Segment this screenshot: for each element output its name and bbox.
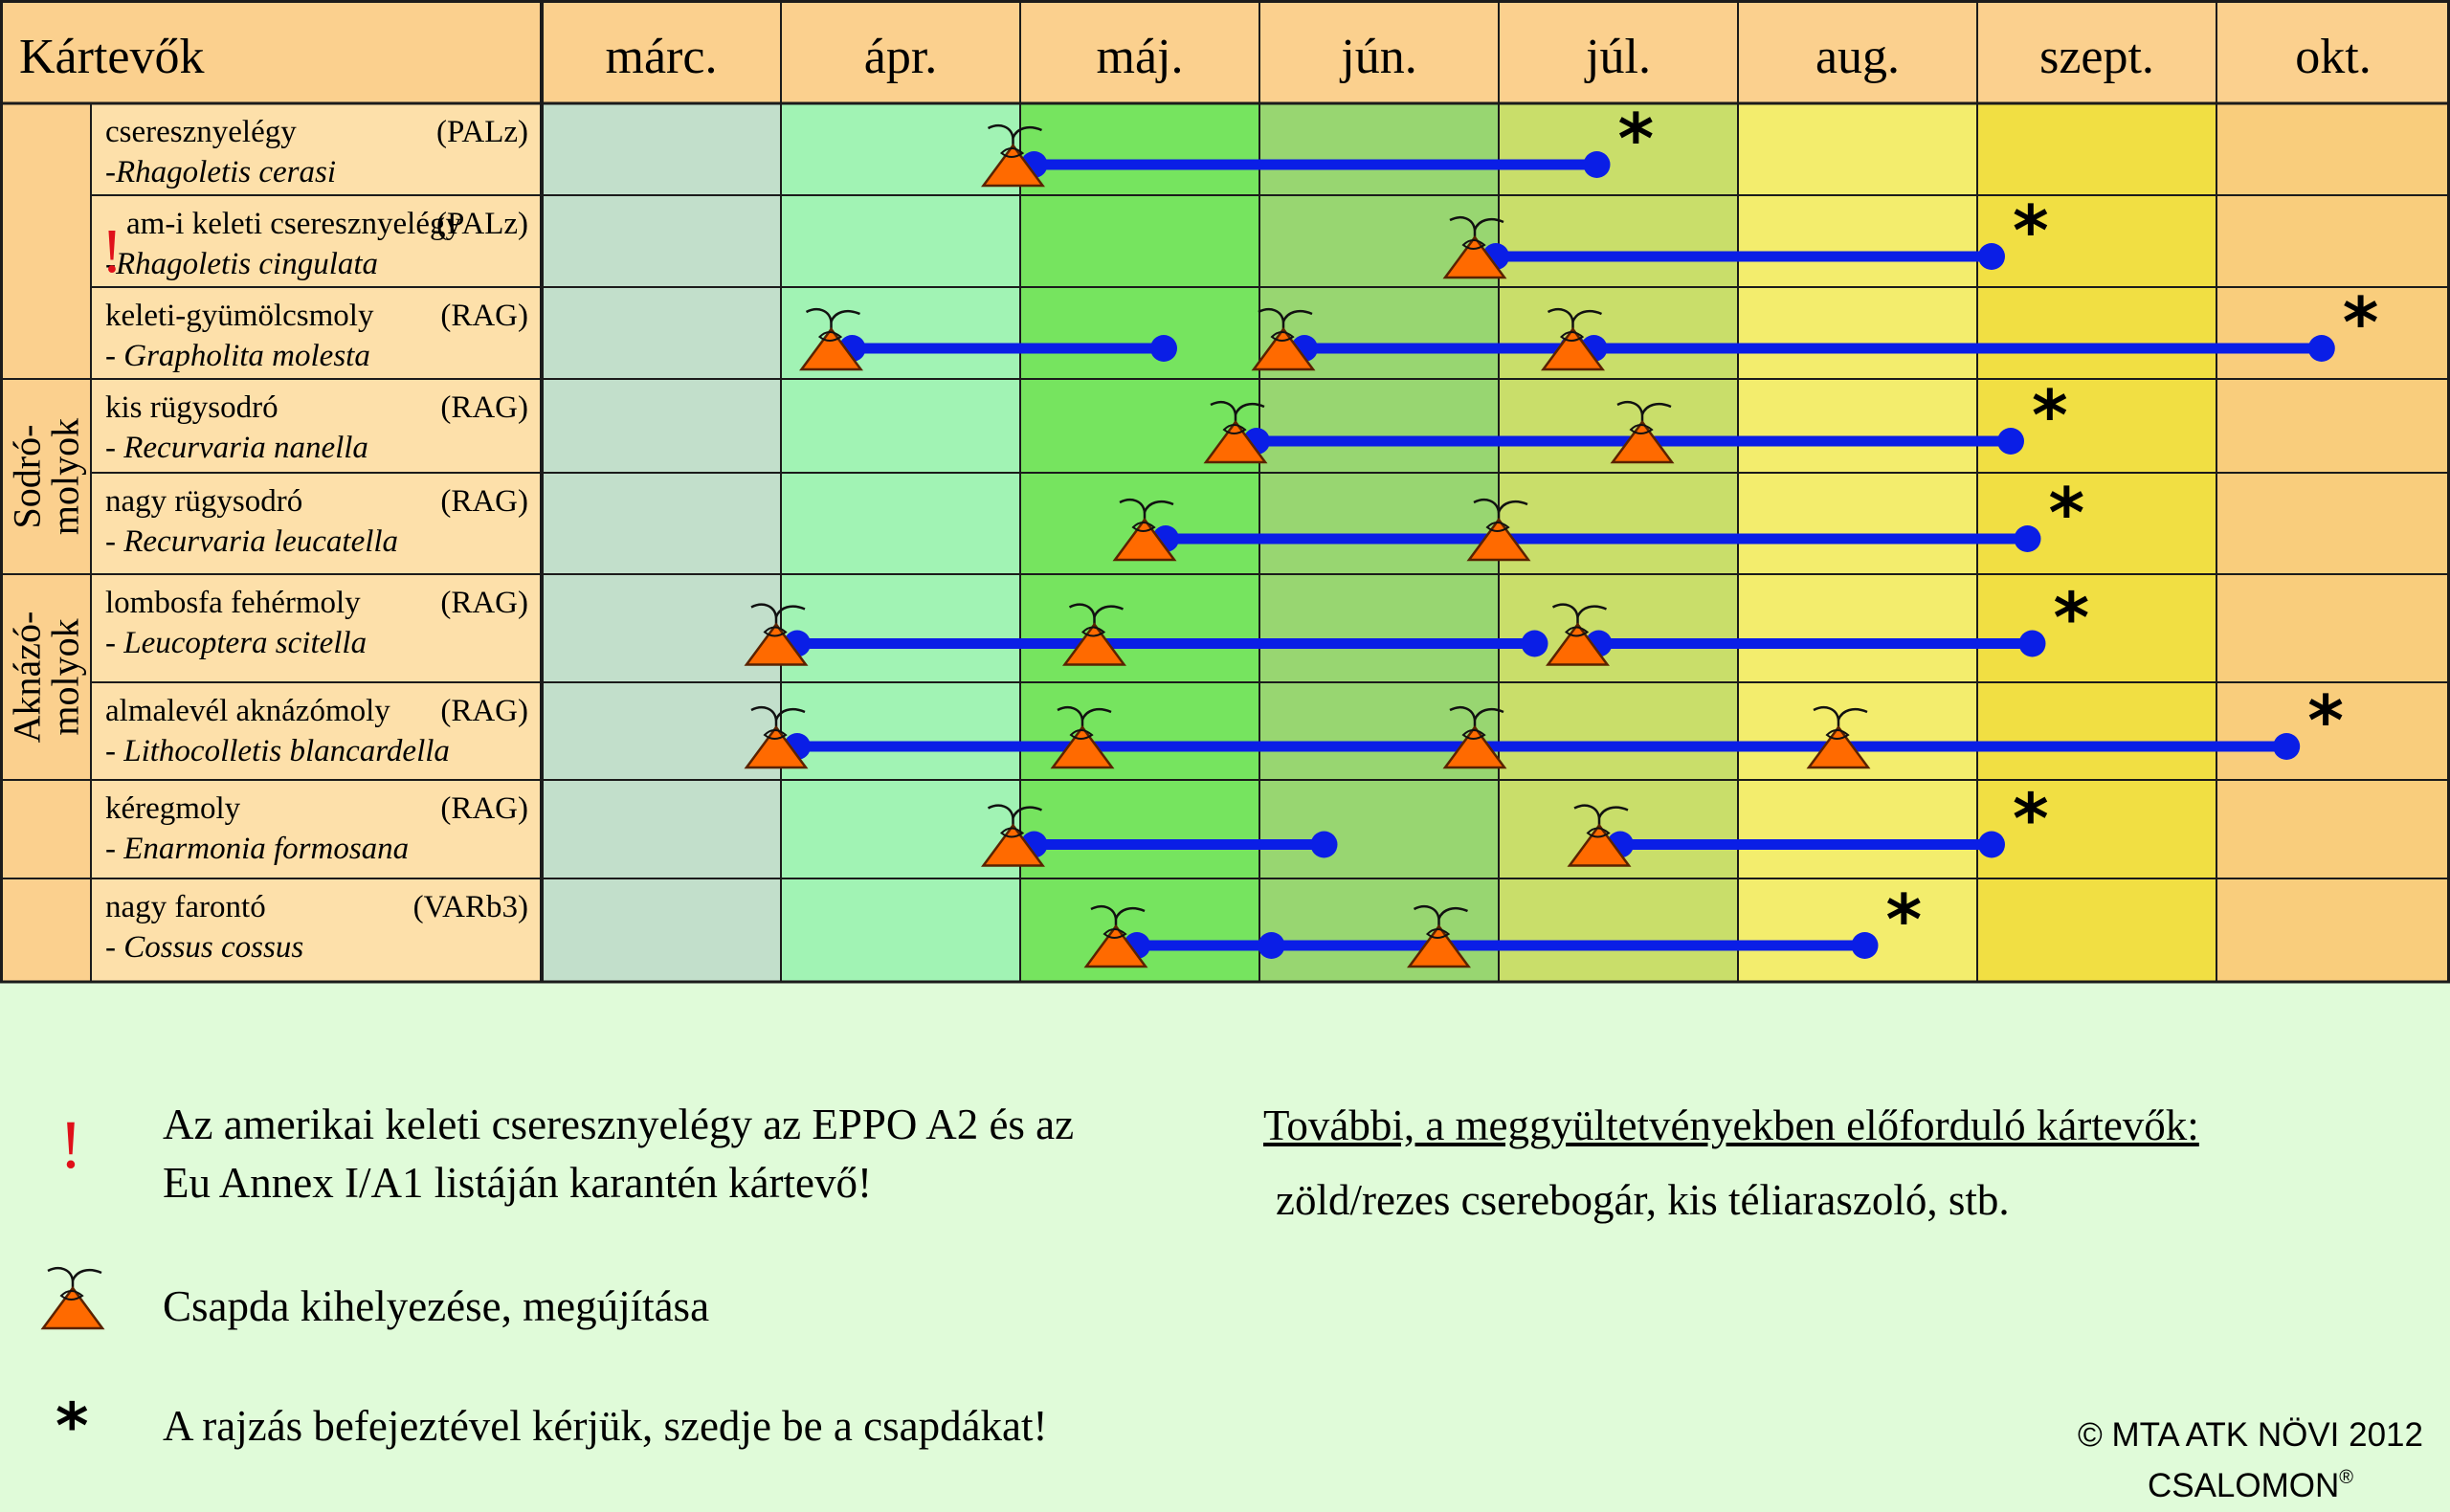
pest-name: nagy rügysodró [105,484,302,519]
segment-end-dot [2307,335,2335,362]
month-column-bg [781,103,1020,982]
pest-latin: - Recurvaria nanella [105,431,368,465]
month-label: aug. [1815,30,1900,84]
month-label: ápr. [864,30,938,84]
pest-latin: - Lithocolletis blancardella [105,734,450,768]
pest-latin: - Grapholita molesta [105,339,370,373]
segment-end-dot [1978,831,2005,858]
flight-period-chart: Kártevők márc. ápr. máj. jún. júl. aug. szept. o… [0,0,2450,984]
pest-name: cseresznyelégy [105,115,297,149]
group-label: Aknázó-molyok [6,611,87,744]
pest-latin: - Recurvaria leucatella [105,524,398,559]
pest-name: am-i keleti cseresznyelégy [126,207,461,241]
registered-mark: ® [2339,1467,2354,1488]
other-pests-text: zöld/rezes cserebogár, kis téliaraszoló,… [1276,1176,2010,1224]
copyright-line1: © MTA ATK NÖVI 2012 [2077,1416,2423,1454]
pest-code: (VARb3) [413,890,528,924]
month-label: márc. [606,30,718,84]
segment-end-dot [1310,831,1338,858]
pest-name: lombosfa fehérmoly [105,586,361,620]
segment-end-dot [1521,630,1548,657]
month-label: okt. [2295,30,2371,84]
group-label-line: Sodró- [6,425,49,529]
month-label: máj. [1097,30,1184,84]
month-label: szept. [2039,30,2154,84]
collect-traps-star: * [2307,680,2344,761]
copyright-line2: CSALOMON® [2078,1456,2423,1507]
month-label: júl. [1584,30,1651,84]
pest-code: (PALz) [436,207,528,241]
collect-traps-star: * [2049,473,2085,553]
brand-name: CSALOMON [2147,1467,2340,1504]
end-symbol: * [56,1390,89,1463]
collect-traps-star: * [2013,779,2049,859]
month-column-bg [542,103,781,982]
segment-end-dot [2014,525,2041,552]
month-label: jún. [1339,30,1416,84]
pest-name: almalevél aknázómoly [105,694,390,728]
month-column-bg [2216,103,2450,982]
pest-latin: -Rhagoletis cerasi [105,155,336,189]
collect-traps-star: * [2032,375,2068,456]
pest-code: (RAG) [440,694,528,728]
collect-traps-star: * [1618,99,1655,179]
pest-code: (RAG) [440,390,528,425]
quarantine-mark: ! [101,216,122,286]
other-pests-title: További, a meggyültetvényekben előfordul… [1263,1101,2199,1149]
trap-legend-icon [41,1266,104,1330]
pest-code: (RAG) [440,484,528,519]
pest-latin: -Rhagoletis cingulata [105,247,378,281]
pest-latin: - Enarmonia formosana [105,832,409,866]
quarantine-note-line1: Az amerikai keleti cseresznyelégy az EPP… [163,1101,1075,1148]
pest-name: kis rügysodró [105,390,278,425]
collect-traps-star: * [2054,578,2090,658]
group-label-line: molyok [44,618,87,735]
quarantine-symbol: ! [59,1106,82,1183]
quarantine-note: Az amerikai keleti cseresznyelégy az EPP… [163,1096,1074,1212]
pest-code: (RAG) [440,791,528,826]
pest-latin: - Leucoptera scitella [105,626,367,660]
legend: ! Az amerikai keleti cseresznyelégy az E… [0,984,2450,1512]
segment-dot [1258,932,1285,959]
segment-end-dot [1583,151,1611,178]
group-label-line: Aknázó- [6,611,49,744]
end-legend-text: A rajzás befejeztével kérjük, szedje be … [163,1402,1048,1450]
segment-end-dot [1150,335,1177,362]
group-label: Sodró-molyok [6,418,87,535]
collect-traps-star: * [2343,282,2379,363]
pest-code: (RAG) [440,586,528,620]
pest-latin: - Cossus cossus [105,930,303,965]
pest-name: keleti-gyümölcsmoly [105,299,374,333]
pest-code: (RAG) [440,299,528,333]
pest-name: nagy farontó [105,890,266,924]
copyright: © MTA ATK NÖVI 2012 CSALOMON® [2078,1414,2423,1507]
header-row-bg [0,0,2450,103]
segment-end-dot [2273,733,2301,760]
segment-end-dot [1997,428,2024,455]
segment-end-dot [2018,630,2046,657]
group-column-bg [0,103,91,982]
quarantine-note-line2: Eu Annex I/A1 listáján karantén kártevő! [163,1159,873,1207]
header-pests-label: Kártevők [19,30,204,84]
segment-end-dot [1978,243,2005,270]
segment-end-dot [1851,932,1879,959]
collect-traps-star: * [2013,190,2049,271]
pest-name: kéregmoly [105,791,241,826]
trap-legend-text: Csapda kihelyezése, megújítása [163,1282,710,1330]
collect-traps-star: * [1886,879,1923,960]
group-label-line: molyok [44,418,87,535]
pest-code: (PALz) [436,115,528,149]
